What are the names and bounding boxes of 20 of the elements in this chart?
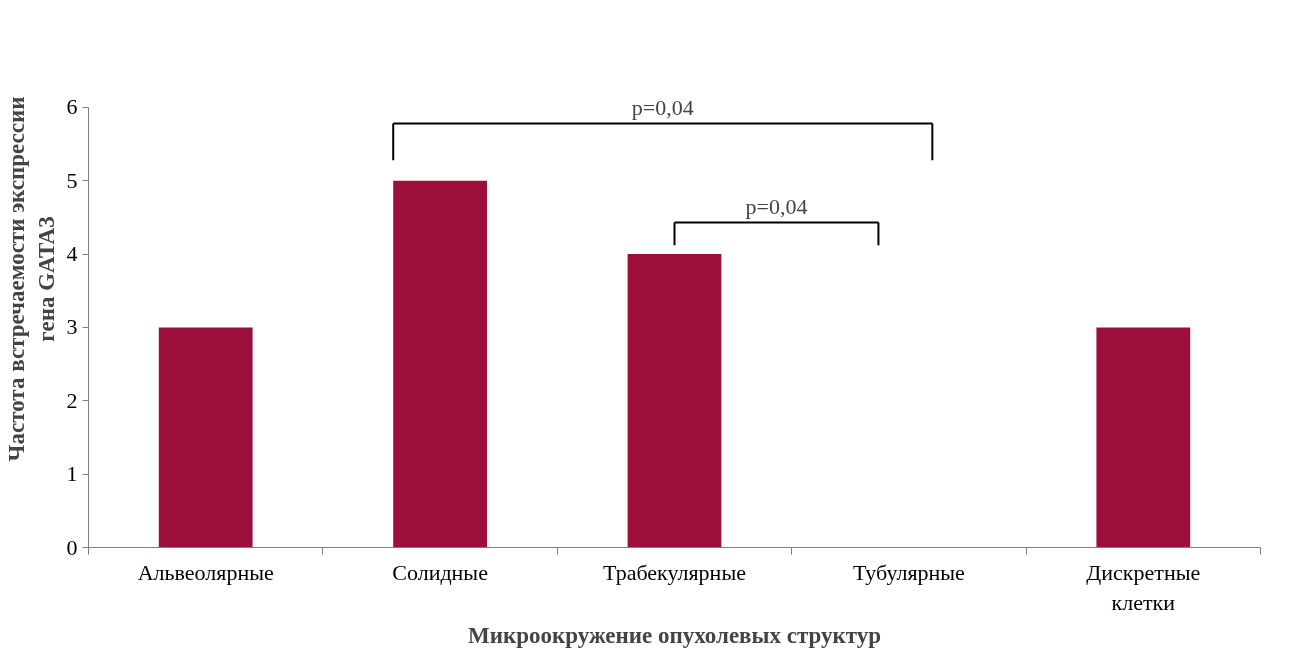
- bar: [158, 327, 253, 548]
- x-tick-label: Альвеолярные: [137, 559, 274, 585]
- x-tick-label: Дискретные клетки: [1086, 559, 1201, 615]
- x-tick-label: Солидные: [392, 559, 488, 585]
- bar: [393, 180, 487, 548]
- y-tick-label: 1: [66, 461, 78, 487]
- y-tick-label: 6: [66, 94, 78, 120]
- x-tick-label: Трабекулярные: [603, 559, 746, 585]
- x-axis-title: Микроокружение опухолевых структур: [467, 622, 882, 648]
- y-tick-label: 0: [66, 534, 78, 560]
- annotation: p=0,04: [745, 193, 808, 219]
- bar: [1096, 327, 1191, 548]
- y-tick-label: 3: [66, 314, 78, 340]
- y-tick-label: 2: [66, 387, 78, 413]
- y-axis-title: Частота встречаемости экспрессии гена GATA3: [3, 96, 59, 462]
- annotation: p=0,04: [631, 94, 694, 120]
- x-tick-label: Тубулярные: [852, 559, 965, 585]
- y-tick-label: 5: [66, 167, 78, 193]
- bar: [627, 254, 722, 548]
- y-tick-label: 4: [66, 241, 78, 267]
